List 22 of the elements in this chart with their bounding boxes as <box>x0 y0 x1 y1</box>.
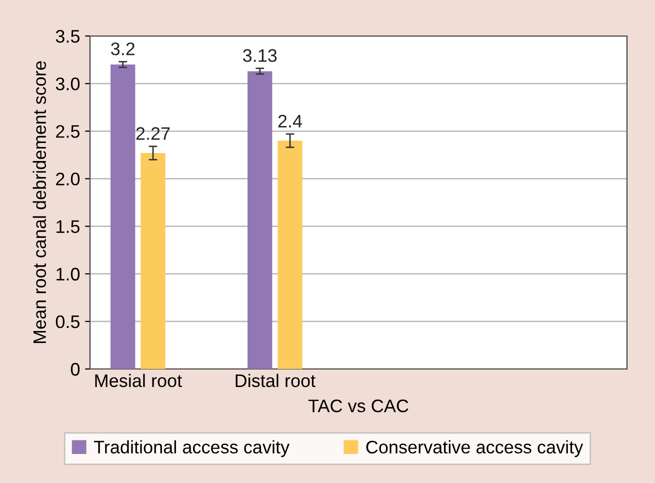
data-label: 3.2 <box>111 42 135 56</box>
x-tick-label: Distal root <box>236 374 316 388</box>
y-tick-label: 1.0 <box>56 268 80 281</box>
y-tick-label: 2.0 <box>56 172 80 186</box>
data-label: 2.4 <box>278 114 302 128</box>
bar <box>140 153 166 369</box>
y-tick-label: 0.5 <box>56 315 80 328</box>
y-tick-label: 1.5 <box>56 220 80 234</box>
data-label: 2.27 <box>136 127 170 140</box>
y-axis-title: Mean root canal debridement score <box>32 61 46 344</box>
y-tick-label: 2.5 <box>56 125 80 138</box>
data-label: 3.13 <box>242 49 277 62</box>
y-tick-label: 0 <box>70 362 80 376</box>
bar <box>248 71 272 369</box>
bar <box>278 140 302 369</box>
legend-label: Traditional access cavity <box>94 440 290 458</box>
x-tick-label: Mesial root <box>95 374 182 388</box>
bar <box>110 64 136 369</box>
y-tick-label: 3.0 <box>56 78 80 90</box>
y-tick-label: 3.5 <box>56 30 80 43</box>
x-axis-title: TAC vs CAC <box>308 400 408 412</box>
legend-label: Conservative access cavity <box>366 440 584 458</box>
